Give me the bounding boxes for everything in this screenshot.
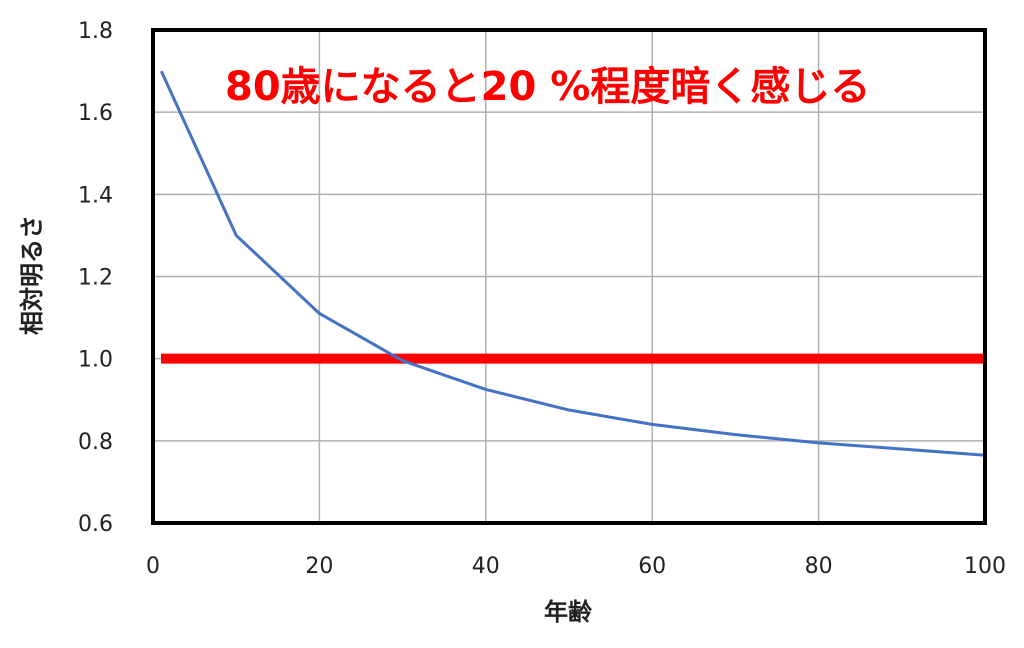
x-axis-title: 年齢 bbox=[544, 598, 593, 626]
x-tick-label: 40 bbox=[472, 554, 500, 579]
series-line-0 bbox=[159, 70, 986, 457]
annotation-text: 80歳になると20 %程度暗く感じる bbox=[225, 64, 870, 110]
x-tick-label: 0 bbox=[146, 554, 160, 579]
x-tick-label: 100 bbox=[964, 554, 1006, 579]
y-tick-label: 0.6 bbox=[78, 512, 113, 537]
y-tick-label: 1.2 bbox=[78, 266, 113, 291]
y-tick-label: 1.8 bbox=[78, 19, 113, 44]
y-tick-label: 1.4 bbox=[78, 183, 113, 208]
y-axis-title: 相対明るさ bbox=[18, 215, 46, 335]
x-tick-label: 20 bbox=[305, 554, 333, 579]
y-tick-label: 1.0 bbox=[78, 348, 113, 373]
plot-frame bbox=[151, 28, 987, 525]
y-tick-label: 0.8 bbox=[78, 430, 113, 455]
y-tick-label: 1.6 bbox=[78, 101, 113, 126]
x-tick-label: 80 bbox=[805, 554, 833, 579]
x-tick-label: 60 bbox=[638, 554, 666, 579]
